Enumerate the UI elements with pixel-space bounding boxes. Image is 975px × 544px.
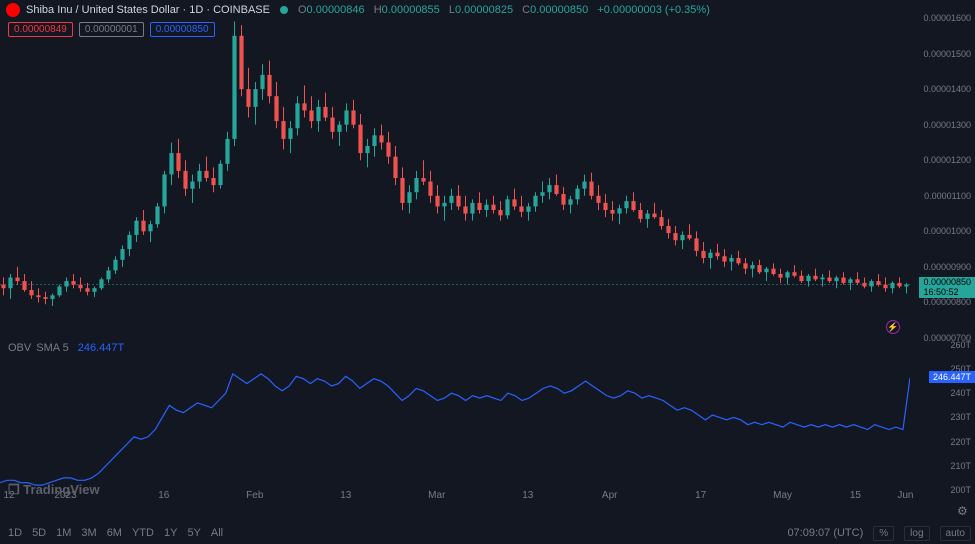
y-tick-label: 0.00000800: [923, 297, 971, 307]
price-boxes: 0.00000849 0.00000001 0.00000850: [8, 22, 215, 37]
y-tick-label: 0.00001200: [923, 155, 971, 165]
timeframe-1d-button[interactable]: 1D: [4, 525, 26, 541]
x-tick-label: 15: [850, 490, 861, 501]
tradingview-logo[interactable]: ❒ TradingView: [8, 482, 100, 498]
obv-y-tick: 210T: [950, 461, 971, 471]
x-tick-label: 13: [340, 490, 351, 501]
price-chart[interactable]: [0, 18, 910, 338]
obv-y-tick: 220T: [950, 437, 971, 447]
obv-chart[interactable]: [0, 340, 910, 490]
obv-y-tick: 230T: [950, 412, 971, 422]
price-y-axis[interactable]: 0.000016000.000015000.000014000.00001300…: [910, 18, 975, 338]
y-tick-label: 0.00001500: [923, 49, 971, 59]
timeframe-1m-button[interactable]: 1M: [52, 525, 75, 541]
obv-y-tick: 240T: [950, 388, 971, 398]
timeframe-6m-button[interactable]: 6M: [103, 525, 126, 541]
obv-value-tag: 246.447T: [929, 371, 975, 383]
obv-label[interactable]: OBV SMA 5 246.447T: [8, 342, 124, 354]
ask-box: 0.00000850: [150, 22, 215, 37]
timeframe-all-button[interactable]: All: [207, 525, 227, 541]
y-tick-label: 0.00001400: [923, 84, 971, 94]
x-tick-label: Jun: [897, 490, 913, 501]
clock-area: 07:09:07 (UTC) % log auto: [787, 526, 971, 541]
symbol-name[interactable]: Shiba Inu / United States Dollar · 1D · …: [26, 4, 270, 16]
x-tick-label: Feb: [246, 490, 263, 501]
current-price-tag: 0.0000085016:50:52: [919, 277, 975, 299]
symbol-header: Shiba Inu / United States Dollar · 1D · …: [0, 0, 975, 20]
timeframe-5d-button[interactable]: 5D: [28, 525, 50, 541]
timeframe-ytd-button[interactable]: YTD: [128, 525, 158, 541]
timeframe-5y-button[interactable]: 5Y: [183, 525, 204, 541]
timeframe-1y-button[interactable]: 1Y: [160, 525, 181, 541]
obv-y-axis[interactable]: 260T250T240T230T220T210T200T246.447T: [910, 340, 975, 490]
y-tick-label: 0.00001000: [923, 226, 971, 236]
spread-box: 0.00000001: [79, 22, 144, 37]
flash-icon[interactable]: ⚡: [886, 320, 900, 334]
live-dot-icon: [280, 6, 288, 14]
x-tick-label: Apr: [602, 490, 618, 501]
percent-button[interactable]: %: [873, 526, 894, 541]
x-tick-label: Mar: [428, 490, 445, 501]
y-tick-label: 0.00001100: [924, 191, 971, 201]
obv-y-tick: 260T: [950, 340, 971, 350]
auto-button[interactable]: auto: [940, 526, 971, 541]
x-tick-label: May: [773, 490, 792, 501]
x-tick-label: 13: [522, 490, 533, 501]
timeframe-3m-button[interactable]: 3M: [77, 525, 100, 541]
clock-time[interactable]: 07:09:07 (UTC): [787, 527, 863, 539]
ohlc-readout: O0.00000846 H0.00000855 L0.00000825 C0.0…: [298, 4, 710, 16]
bottom-toolbar: 1D5D1M3M6MYTD1Y5YAll 07:09:07 (UTC) % lo…: [0, 522, 975, 544]
y-tick-label: 0.00001300: [923, 120, 971, 130]
time-x-axis[interactable]: 12202316Feb13Mar13Apr17May15Jun: [0, 490, 910, 506]
log-button[interactable]: log: [904, 526, 929, 541]
x-tick-label: 16: [158, 490, 169, 501]
symbol-icon: [6, 3, 20, 17]
y-tick-label: 0.00000900: [923, 262, 971, 272]
x-tick-label: 17: [695, 490, 706, 501]
bid-box: 0.00000849: [8, 22, 73, 37]
obv-y-tick: 200T: [950, 485, 971, 495]
gear-icon[interactable]: ⚙: [957, 504, 971, 518]
